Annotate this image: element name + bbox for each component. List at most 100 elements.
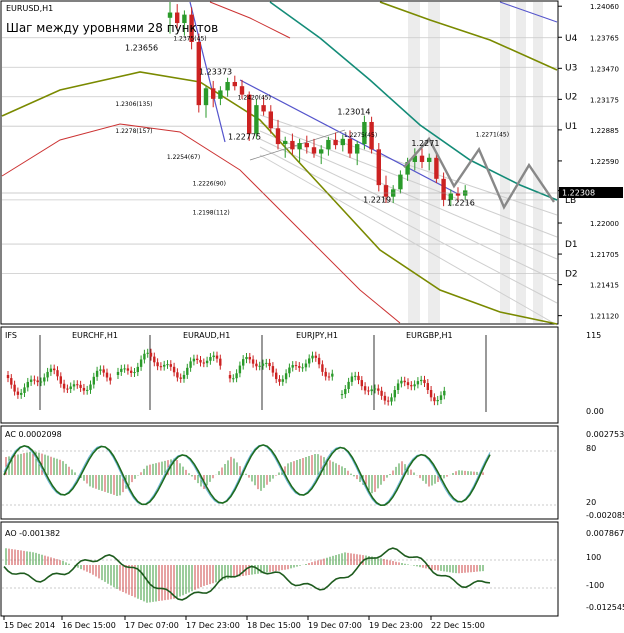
candle-body [405,161,410,175]
ifs-candle-body [120,368,123,372]
candle-body [247,94,252,134]
ifs-candle-body [242,359,245,366]
price-axis: 1.24060 1.23765 1.23470 1.23175 1.22885 1.225… [558,3,619,321]
forecast-band [428,2,440,323]
ifs-candle-body [46,371,49,378]
time-axis: 15 Dec 2014 16 Dec 15:00 17 Dec 07:00 17 De… [3,616,485,630]
forecast-zigzag [403,136,555,210]
candle-body [369,121,374,150]
ifs-candle-body [393,390,396,398]
ifs-candle-body [179,377,182,379]
ifs-candle-body [205,360,209,364]
ifs-candle-body [166,364,169,366]
ifs-candle-body [189,361,192,368]
candle-body [275,128,281,145]
ifs-candle-body [321,364,324,372]
fan-line [259,122,558,238]
candle-body [362,121,367,145]
ifs-candle-body [363,386,367,391]
time-tick-label: 17 Dec 23:00 [186,621,240,630]
ao-tick-2: -100 [586,581,604,590]
ifs-tick-top: 115 [586,331,601,340]
ifs-candle-body [311,355,314,359]
ifs-candle-body [265,362,268,364]
ifs-candle-body [304,363,308,368]
fib-level-label: 1.2254(67) [167,154,200,161]
candle-body [427,157,432,162]
ao-layer [2,547,557,603]
price-tick-label: 1.23175 [590,96,619,104]
main-panel[interactable] [0,0,559,325]
forecast-band [408,2,420,323]
time-tick-label: 17 Dec 07:00 [125,621,179,630]
symbol-label: EURUSD,H1 [6,4,53,13]
time-tick-label: 19 Dec 07:00 [308,621,362,630]
ifs-candle-body [143,353,146,360]
trend-line [189,1,226,143]
ifs-candle-body [186,367,189,375]
ifs-candle-body [212,355,215,358]
ifs-candle-body [53,368,56,371]
teal-ma [269,1,558,201]
fib-level-label: 1.2226(90) [193,181,226,188]
fan-line [259,138,558,282]
ifs-candle-body [146,352,149,354]
olive-lower-curve [1,71,558,325]
ifs-candle-body [271,366,275,373]
ifs-candle-body [235,373,238,379]
price-tick-label: 1.22885 [590,127,619,135]
ifs-candle-body [169,364,172,367]
fib-level-label: 1.2306(135) [115,101,152,108]
ifs-candle-body [215,355,219,359]
ifs-candle-body [383,395,387,401]
candle-body [319,149,324,154]
olive-upper-curve [379,1,558,71]
ifs-candle-body [429,390,433,398]
ifs-candle-body [59,376,62,384]
candle-body [196,41,201,106]
price-tick-label: 1.24060 [590,3,619,11]
ifs-candle-body [416,381,420,385]
ifs-candle-body [33,379,36,381]
level-label: LB [565,196,576,206]
red-upper-band [209,1,291,39]
ifs-candle-body [156,362,159,367]
ifs-candle-body [133,372,136,374]
candle-body [283,140,288,145]
ifs-candle-body [443,390,446,396]
ac-layer [2,444,557,507]
ifs-candle-body [153,356,156,363]
fib-level-label: 1.2271(45) [476,132,509,139]
ac-signal-line [3,444,491,507]
ifs-candle-body [116,371,120,375]
ifs-candle-body [255,363,258,367]
ifs-candle-body [357,375,360,381]
ifs-layer [6,335,487,412]
candle-body [347,138,353,154]
main-chart-layer: 1.23373 1.23014 1.2271 1.22775 1.2219 1.2216 1… [1,1,558,326]
candle-body [211,88,216,99]
ifs-candle-body [327,376,331,378]
ifs-candle-body [182,374,186,379]
ifs-candle-body [76,384,79,386]
candle-body [376,149,381,186]
ifs-candle-body [149,352,153,357]
ifs-candle-body [387,400,390,402]
ifs-panel[interactable] [0,326,559,424]
ifs-candle-body [36,380,39,383]
fib-level-label: 1.2278(157) [115,128,152,135]
ifs-candle-body [159,366,163,368]
time-tick-label: 16 Dec 15:00 [62,621,116,630]
ac-main-line [3,444,491,507]
candle-body [182,14,187,24]
ifs-candle-body [390,397,393,402]
ifs-candle-body [23,387,26,393]
time-tick-label: 18 Dec 15:00 [247,621,301,630]
ifs-candle-body [291,365,294,368]
ifs-candle-body [248,356,251,360]
ifs-candle-body [423,379,426,384]
ifs-candle-body [413,384,416,387]
ifs-candle-body [317,357,321,365]
ifs-candle-body [39,381,43,383]
